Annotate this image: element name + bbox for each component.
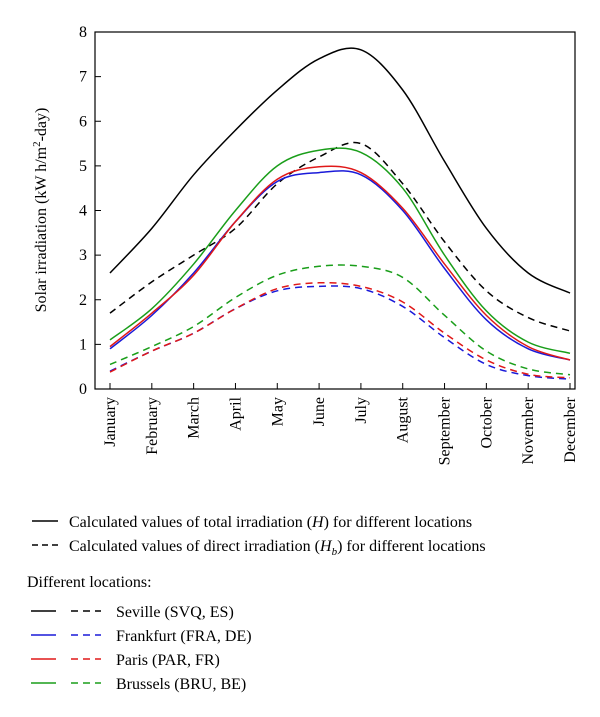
- legend-line-types: Calculated values of total irradiation (…: [32, 514, 486, 558]
- series-line-4: [109, 165, 571, 361]
- y-tick-label: 8: [79, 24, 87, 41]
- legend-total-text: Calculated values of total irradiation (…: [69, 514, 472, 531]
- y-tick-label: 3: [79, 247, 87, 264]
- y-tick-label: 6: [79, 113, 87, 130]
- y-tick-label: 5: [79, 158, 87, 175]
- legend-locations: Seville (SVQ, ES) Frankfurt (FRA, DE) Pari…: [31, 604, 252, 693]
- series-line-6: [109, 147, 571, 355]
- series-lines: [109, 47, 571, 380]
- x-tick-label: June: [311, 397, 328, 426]
- y-axis-label: Solar irradiation (kW h/m2-day): [31, 108, 50, 313]
- legend-location-label: Seville (SVQ, ES): [116, 604, 234, 621]
- plot-frame: [94, 31, 576, 390]
- legend-location-label: Brussels (BRU, BE): [116, 676, 246, 693]
- x-tick-label: July: [353, 397, 370, 424]
- y-axis: 0 1 2 3 4 5 6 7 8: [79, 24, 101, 398]
- series-line-5: [109, 281, 571, 379]
- series-line-2: [109, 170, 571, 361]
- x-tick-label: September: [437, 396, 454, 465]
- x-tick-label: December: [562, 396, 579, 462]
- series-line-0: [109, 47, 571, 294]
- y-tick-label: 4: [79, 203, 87, 220]
- series-line-7: [109, 264, 571, 376]
- x-tick-label: April: [227, 396, 244, 430]
- legend-location-label: Frankfurt (FRA, DE): [116, 628, 252, 645]
- x-tick-label: August: [395, 396, 412, 443]
- legend-location-label: Paris (PAR, FR): [116, 652, 220, 669]
- y-tick-label: 2: [79, 292, 87, 309]
- x-tick-label: May: [269, 397, 286, 426]
- legend-direct-text: Calculated values of direct irradiation …: [69, 538, 486, 558]
- y-tick-label: 7: [79, 69, 87, 86]
- x-tick-label: January: [102, 397, 119, 447]
- series-line-1: [109, 141, 571, 332]
- y-tick-label: 1: [79, 336, 87, 353]
- x-tick-label: November: [520, 396, 537, 464]
- x-axis: January February March April May June July Augu…: [102, 383, 579, 465]
- x-tick-label: October: [478, 396, 495, 448]
- x-tick-label: February: [144, 397, 161, 455]
- y-tick-label: 0: [79, 381, 87, 398]
- legend-locations-title: Different locations:: [27, 574, 152, 591]
- x-tick-label: March: [186, 397, 203, 439]
